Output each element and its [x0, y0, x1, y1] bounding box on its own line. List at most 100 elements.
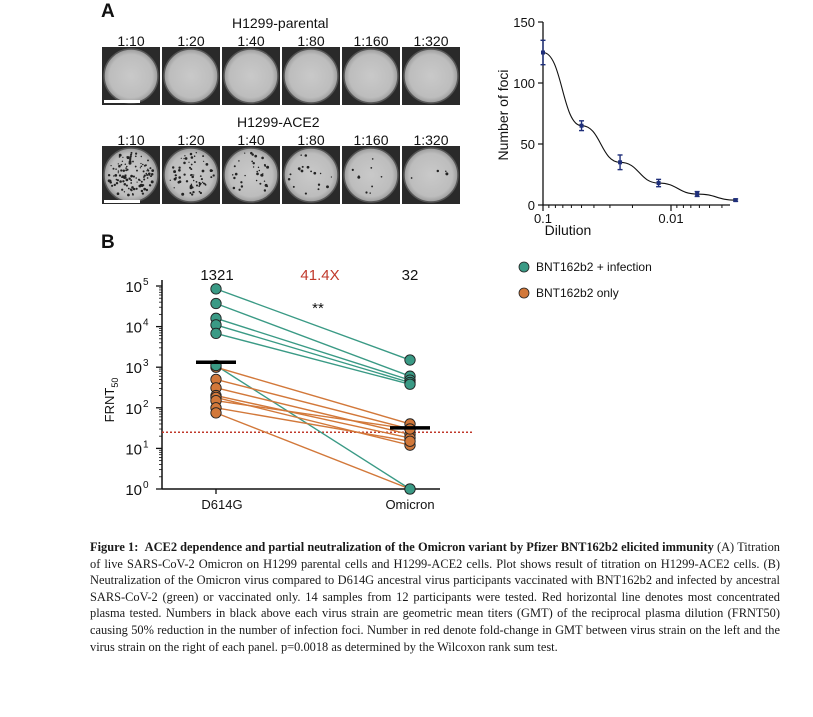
focus-spot [298, 168, 301, 171]
focus-spot [191, 193, 194, 196]
series-line [542, 51, 736, 201]
data-point [695, 192, 700, 197]
focus-spot [198, 183, 202, 186]
pair-line [215, 288, 411, 361]
y-axis-title-main: FRNT [102, 388, 117, 423]
focus-spot [257, 166, 260, 169]
focus-spot [238, 188, 241, 191]
focus-spot [306, 165, 310, 169]
focus-spot [139, 179, 141, 182]
pair-line [215, 324, 411, 384]
focus-spot [369, 192, 371, 194]
pair-line [215, 317, 411, 381]
focus-spot [143, 178, 146, 181]
focus-spot [319, 172, 322, 175]
panel-b-label: B [101, 232, 115, 253]
focus-spot [112, 167, 115, 170]
focus-spot [317, 183, 321, 186]
focus-spot [128, 177, 130, 179]
pair-line [215, 387, 411, 436]
panel-a-label: A [101, 1, 115, 22]
focus-spot [140, 180, 143, 183]
focus-spot [140, 155, 143, 158]
focus-spot [199, 175, 202, 177]
focus-spot [263, 189, 267, 192]
focus-spot [183, 157, 185, 160]
focus-spot [188, 161, 190, 163]
focus-spot [121, 160, 124, 162]
focus-spot [132, 193, 134, 196]
y-axis-title: FRNT50 [102, 378, 120, 423]
data-point [579, 123, 584, 128]
focus-spot [140, 189, 144, 193]
focus-spot [146, 170, 148, 172]
focus-spot [148, 174, 150, 177]
focus-spot [149, 167, 152, 170]
parental-wells [102, 47, 460, 105]
focus-spot [193, 161, 196, 164]
focus-spot [192, 190, 195, 194]
point-d614g [210, 283, 222, 295]
well [223, 147, 279, 203]
focus-spot [192, 179, 195, 182]
focus-spot [120, 163, 123, 166]
focus-spot [210, 176, 213, 179]
focus-spot [124, 174, 127, 177]
paired-lines [215, 288, 411, 490]
focus-spot [263, 180, 266, 182]
data-point [618, 160, 623, 165]
point-d614g [210, 327, 222, 340]
well [163, 48, 219, 104]
y-tick-label: 10 [125, 401, 142, 418]
well [403, 48, 459, 104]
focus-spot [175, 176, 177, 179]
focus-spot [445, 172, 449, 176]
focus-spot [123, 191, 126, 193]
focus-spot [126, 165, 128, 168]
chart-labels: 1321 41.4X 32 ** D614G Omicron FRNT50 [102, 267, 435, 512]
focus-spot [240, 185, 244, 188]
focus-spot [244, 174, 246, 177]
focus-spot [189, 192, 192, 194]
pair-line [215, 366, 411, 425]
point-omicron [404, 378, 416, 390]
y-tick-exponent: 4 [143, 318, 149, 329]
focus-spot [107, 179, 111, 183]
focus-spot [410, 177, 413, 179]
focus-spot [190, 168, 193, 171]
focus-spot [130, 179, 133, 182]
focus-spot [251, 153, 254, 156]
focus-spot [135, 177, 137, 179]
focus-spot [181, 192, 185, 196]
caption-title: ACE2 dependence and partial neutralizati… [144, 540, 714, 554]
focus-spot [115, 181, 119, 185]
focus-spot [116, 179, 119, 182]
focus-spot [136, 169, 138, 172]
focus-spot [135, 152, 138, 155]
focus-spot [149, 184, 152, 187]
y-tick-label: 50 [521, 137, 535, 152]
legend-label: BNT162b2 + infection [536, 260, 652, 274]
ace2-row-title: H1299-ACE2 [237, 114, 320, 130]
focus-spot [178, 168, 181, 172]
focus-spot [313, 171, 317, 175]
focus-spot [190, 183, 193, 186]
y-tick-label: 100 [513, 76, 535, 91]
y-tick-label: 10 [125, 279, 142, 296]
dilution-label: 1:160 [353, 33, 389, 49]
focus-spot [121, 176, 124, 179]
y-tick-exponent: 5 [143, 277, 149, 288]
chart-axes: 0 50 100 150 0.1 0.01 [513, 15, 730, 226]
focus-spot [204, 184, 207, 186]
dilution-label: 1:40 [237, 33, 265, 49]
focus-spot [190, 156, 194, 159]
pair-line [215, 399, 411, 430]
focus-spot [198, 181, 201, 184]
dilution-label: 1:160 [353, 132, 389, 148]
focus-spot [202, 160, 205, 162]
focus-spot [132, 175, 135, 178]
dilution-label: 1:20 [177, 33, 205, 49]
focus-spot [183, 161, 186, 165]
